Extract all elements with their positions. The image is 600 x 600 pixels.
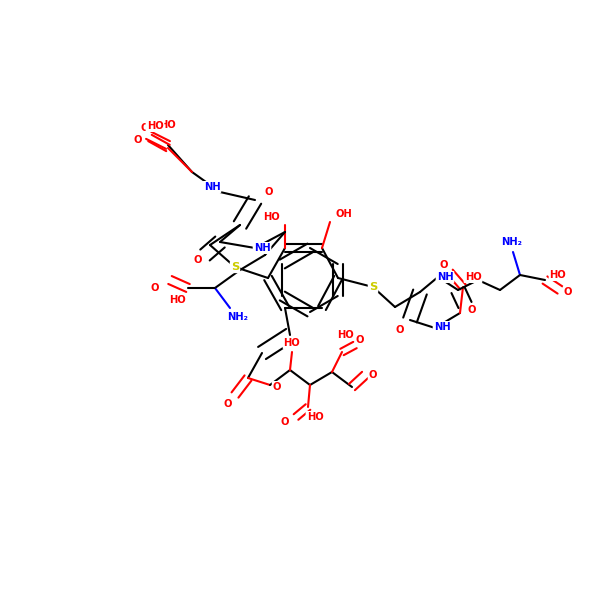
Text: NH: NH — [203, 182, 220, 192]
Text: O: O — [273, 382, 281, 392]
Text: O: O — [265, 187, 273, 197]
Text: O: O — [224, 399, 232, 409]
Text: HO: HO — [307, 412, 323, 422]
Text: HO: HO — [263, 212, 280, 222]
Text: O: O — [194, 255, 202, 265]
Text: O: O — [356, 335, 364, 345]
Text: S: S — [231, 262, 239, 272]
Text: HO: HO — [464, 272, 481, 282]
Text: O: O — [369, 370, 377, 380]
Text: O: O — [468, 305, 476, 315]
Text: NH: NH — [254, 243, 271, 253]
Text: HO: HO — [170, 295, 187, 305]
Text: NH₂: NH₂ — [227, 312, 248, 322]
Text: O: O — [440, 260, 448, 270]
Text: S: S — [369, 282, 377, 292]
Text: NH: NH — [437, 272, 454, 282]
Text: OH: OH — [335, 209, 352, 219]
Text: O: O — [141, 123, 149, 133]
Text: O: O — [281, 417, 289, 427]
Text: HO: HO — [550, 270, 566, 280]
Text: HO: HO — [337, 330, 353, 340]
Text: O: O — [134, 135, 142, 145]
Text: HO: HO — [146, 121, 163, 131]
Text: HO: HO — [284, 338, 301, 348]
Text: NH₂: NH₂ — [502, 237, 523, 247]
Text: O: O — [396, 325, 404, 335]
Text: HO: HO — [160, 120, 176, 130]
Text: O: O — [564, 287, 572, 297]
Text: O: O — [151, 283, 159, 293]
Text: NH: NH — [434, 322, 451, 332]
